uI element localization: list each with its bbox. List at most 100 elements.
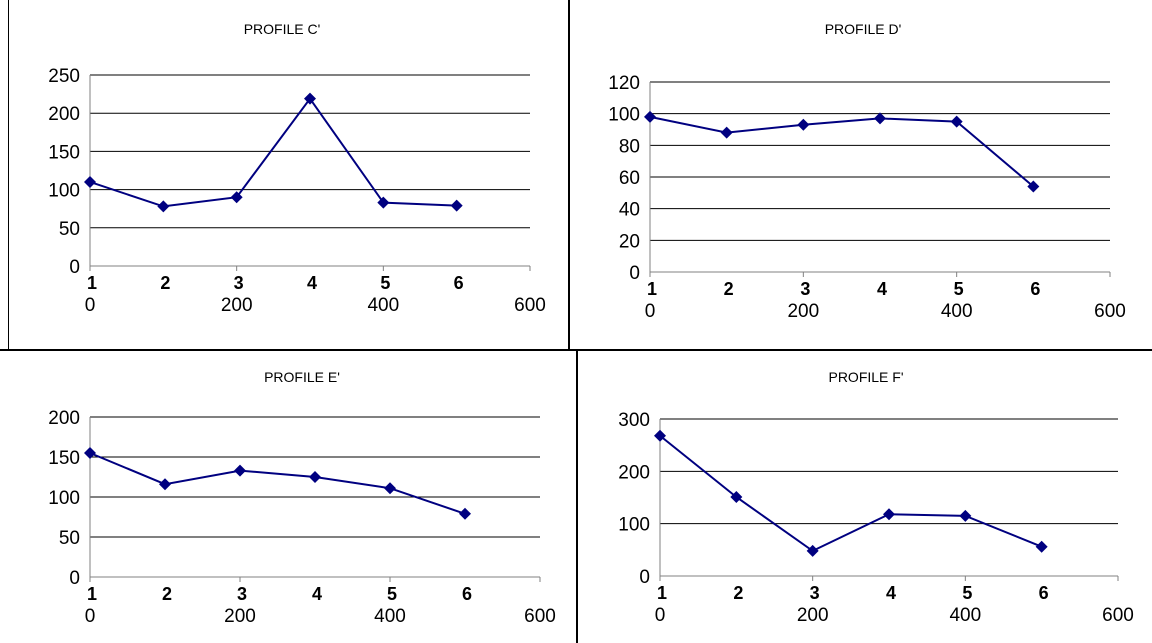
y-tick-label: 100 <box>48 488 80 509</box>
data-point-marker <box>720 126 733 139</box>
data-point-marker <box>1027 180 1040 193</box>
chart-svg: PROFILE C' 0 50 100 150 200 250 0 200 400 600 1 2 3 4 5… <box>48 21 546 316</box>
series-line <box>659 434 1043 553</box>
y-tick-label: 40 <box>619 200 640 221</box>
series-line <box>89 96 457 208</box>
point-label: 3 <box>234 273 244 293</box>
point-label: 1 <box>657 583 667 603</box>
y-tick-label: 120 <box>608 73 640 94</box>
point-label: 4 <box>877 279 887 299</box>
y-tick-label: 150 <box>48 448 80 469</box>
chart-title: PROFILE E' <box>264 369 340 385</box>
chart-title: PROFILE D' <box>825 21 902 37</box>
y-tick-label: 50 <box>59 219 80 240</box>
x-tick-label: 0 <box>85 606 96 627</box>
point-label: 3 <box>800 279 810 299</box>
y-tick-label: 200 <box>48 408 80 429</box>
data-point-marker <box>304 92 316 105</box>
y-tick-label: 0 <box>69 257 80 278</box>
point-label: 1 <box>87 584 97 604</box>
y-tick-label: 0 <box>629 263 640 284</box>
series-line <box>89 452 466 515</box>
point-label: 2 <box>733 583 743 603</box>
data-point-marker <box>644 110 656 123</box>
data-point-marker <box>797 118 810 131</box>
x-tick-label: 400 <box>941 301 973 322</box>
y-tick-label: 100 <box>618 515 650 536</box>
data-point-marker <box>959 509 972 522</box>
data-point-marker <box>384 482 396 495</box>
x-tick-label: 200 <box>797 605 829 626</box>
point-label: 5 <box>954 279 964 299</box>
y-tick-label: 300 <box>618 410 650 431</box>
x-tick-label: 400 <box>367 295 399 316</box>
vertical-divider-top <box>568 0 570 350</box>
chart-svg: PROFILE F' 0 100 200 300 0 200 400 600 1 2 3 4 5 6 <box>618 369 1134 626</box>
data-point-marker <box>806 544 819 557</box>
y-tick-label: 80 <box>619 136 640 157</box>
point-label: 2 <box>724 279 734 299</box>
y-tick-label: 250 <box>48 66 80 87</box>
data-point-marker <box>654 429 666 442</box>
left-border-top <box>8 0 9 350</box>
point-label: 1 <box>87 273 97 293</box>
x-tick-label: 600 <box>1102 605 1134 626</box>
point-label: 1 <box>647 279 657 299</box>
data-point-marker <box>234 464 246 477</box>
point-label: 4 <box>886 583 896 603</box>
y-tick-label: 60 <box>619 168 640 189</box>
y-tick-label: 200 <box>618 462 650 483</box>
point-label: 4 <box>307 273 317 293</box>
data-point-marker <box>883 508 895 521</box>
data-point-marker <box>459 507 471 520</box>
profile-e-panel: PROFILE E' 0 50 100 150 200 0 200 400 600 1 2 3 4 5 6 <box>0 351 576 643</box>
data-point-marker <box>450 199 463 212</box>
y-tick-label: 50 <box>59 528 80 549</box>
data-point-marker <box>84 175 96 188</box>
point-label: 3 <box>810 583 820 603</box>
series-line <box>649 115 1034 188</box>
profile-c-panel: PROFILE C' 0 50 100 150 200 250 0 200 400 600 1 2 3 4 5… <box>0 0 568 349</box>
vertical-divider-bottom <box>576 350 578 643</box>
point-label: 5 <box>387 584 397 604</box>
point-label: 4 <box>312 584 322 604</box>
profile-d-panel: PROFILE D' 0 20 40 60 80 100 120 0 200 400 600 1 2 3 4 5… <box>570 0 1152 349</box>
horizontal-divider <box>0 349 1152 351</box>
x-tick-label: 200 <box>787 301 819 322</box>
y-tick-label: 200 <box>48 104 80 125</box>
data-point-marker <box>157 200 170 213</box>
point-label: 6 <box>1030 279 1040 299</box>
point-label: 2 <box>162 584 172 604</box>
x-tick-label: 600 <box>1094 301 1126 322</box>
point-label: 5 <box>962 583 972 603</box>
chart-title: PROFILE F' <box>828 369 903 385</box>
point-label: 2 <box>160 273 170 293</box>
data-point-marker <box>309 471 321 483</box>
data-point-marker <box>159 478 171 491</box>
data-point-marker <box>230 191 243 204</box>
point-label: 6 <box>1039 583 1049 603</box>
y-tick-label: 100 <box>608 105 640 126</box>
data-point-marker <box>84 447 96 459</box>
x-tick-label: 0 <box>85 295 96 316</box>
y-tick-label: 0 <box>69 568 80 589</box>
x-tick-label: 400 <box>949 605 981 626</box>
x-tick-label: 200 <box>224 606 256 627</box>
x-tick-label: 600 <box>514 295 546 316</box>
data-point-marker <box>874 112 886 125</box>
x-tick-label: 200 <box>221 295 253 316</box>
x-tick-label: 600 <box>524 606 556 627</box>
y-tick-label: 20 <box>619 231 640 252</box>
data-point-marker <box>950 115 963 128</box>
chart-svg: PROFILE E' 0 50 100 150 200 0 200 400 600 1 2 3 4 5 6 <box>48 369 556 627</box>
point-label: 6 <box>462 584 472 604</box>
y-tick-label: 150 <box>48 142 80 163</box>
y-tick-label: 100 <box>48 181 80 202</box>
x-tick-label: 0 <box>655 605 666 626</box>
profile-f-panel: PROFILE F' 0 100 200 300 0 200 400 600 1 2 3 4 5 6 <box>578 351 1152 643</box>
data-point-marker <box>730 490 743 503</box>
data-point-marker <box>377 196 390 209</box>
chart-title: PROFILE C' <box>244 21 321 37</box>
chart-svg: PROFILE D' 0 20 40 60 80 100 120 0 200 400 600 1 2 3 4 5… <box>608 21 1126 322</box>
